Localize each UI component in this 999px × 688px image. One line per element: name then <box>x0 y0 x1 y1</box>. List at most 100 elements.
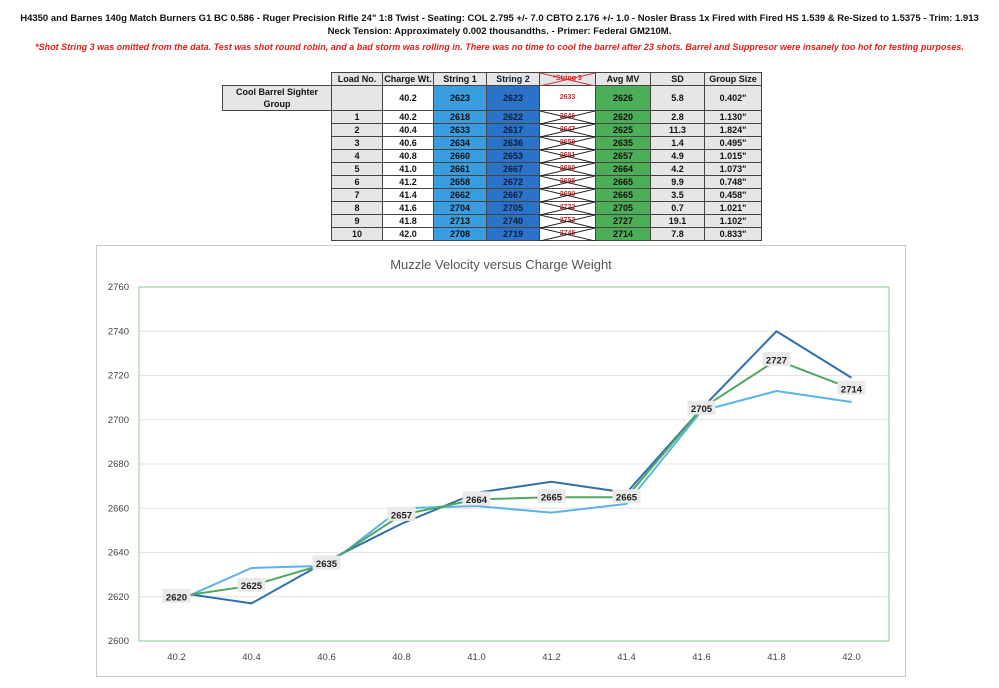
cell-text: 2740 <box>502 216 524 226</box>
cell-avg-mv: 2705 <box>595 201 651 215</box>
cell-string-3: 2690 <box>539 188 596 202</box>
cell-string-2: 2667 <box>486 188 540 202</box>
y-tick-label: 2600 <box>108 636 129 647</box>
cell-string-2: 2636 <box>486 136 540 150</box>
cell-charge-wt: 42.0 <box>382 227 434 241</box>
cell-text: 2704 <box>449 203 471 213</box>
cell-text: 0.458" <box>719 190 747 200</box>
x-tick-label: 41.4 <box>617 652 636 663</box>
velocity-chart: Muzzle Velocity versus Charge Weight 2600… <box>108 257 890 663</box>
cell-string-2: 2667 <box>486 162 540 176</box>
y-tick-label: 2660 <box>108 503 129 514</box>
cell-text: 1.130" <box>719 112 747 122</box>
y-tick-label: 2620 <box>108 592 129 603</box>
data-label-bg <box>612 489 641 504</box>
cell-text: 10 <box>351 229 362 239</box>
cell-text: Cool Barrel Sighter Group <box>235 87 318 109</box>
cell-group-size: 1.015" <box>704 149 762 163</box>
x-tick-label: 40.2 <box>167 652 186 663</box>
data-label-bg <box>312 555 341 570</box>
data-label: 2665 <box>541 493 563 504</box>
cell-text: 40.2 <box>399 93 417 103</box>
cell-text: 2618 <box>449 112 471 122</box>
cell-text: 4.9 <box>671 151 684 161</box>
cell-text: 11.3 <box>668 125 687 135</box>
cell-text: 1.015" <box>719 151 747 161</box>
cell-text: 2622 <box>502 112 524 122</box>
cell-charge-wt: 40.6 <box>382 136 434 150</box>
cell-text: 2713 <box>449 216 471 226</box>
data-label: 2625 <box>241 581 263 592</box>
col-header-avg-mv: Avg MV <box>595 72 651 86</box>
cell-load-no: 10 <box>331 227 383 241</box>
cell-string-3: 2681 <box>539 149 596 163</box>
table-row: Cool Barrel Sighter Group 40.2 2623 2623 263… <box>222 85 762 111</box>
cell-string-2: 2653 <box>486 149 540 163</box>
cell-text: 2708 <box>449 229 471 239</box>
plot-area-border <box>138 286 890 642</box>
cell-group-size: 0.833" <box>704 227 762 241</box>
cell-text: 2620 <box>612 112 634 122</box>
cell-load-no: 5 <box>331 162 383 176</box>
cell-string-1: 2633 <box>433 123 487 137</box>
cell-text: 2623 <box>502 93 524 103</box>
cell-group-size: 0.748" <box>704 175 762 189</box>
cell-text: 41.0 <box>399 164 417 174</box>
cell-string-1: 2713 <box>433 214 487 228</box>
load-data-table-container: Load No. Charge Wt. String 1 String 2 *S… <box>222 72 762 241</box>
cell-avg-mv: 2665 <box>595 188 651 202</box>
cell-text: 2623 <box>449 93 471 103</box>
cell-string-3: 2647 <box>539 123 596 137</box>
table-row: 8 41.6 2704 2705 2722 2705 0.7 1.021" <box>223 201 762 215</box>
x-tick-label: 40.8 <box>392 652 411 663</box>
cell-text: 2635 <box>612 138 634 148</box>
table-corner <box>223 73 332 86</box>
strike-cross-icon <box>540 163 595 176</box>
cell-group-size: 1.130" <box>704 110 762 124</box>
cell-avg-mv: 2635 <box>595 136 651 150</box>
table-row: 2 40.4 2633 2617 2647 2625 11.3 1.824" <box>223 123 762 137</box>
cell-charge-wt: 40.8 <box>382 149 434 163</box>
cell-string-3: 2633 <box>539 85 596 111</box>
cell-string-1: 2704 <box>433 201 487 215</box>
data-label-bg <box>537 489 566 504</box>
cell-text: 0.748" <box>719 177 747 187</box>
table-body: Cool Barrel Sighter Group 40.2 2623 2623 263… <box>222 85 762 241</box>
cell-text: 2 <box>354 125 360 135</box>
x-tick-label: 40.4 <box>242 652 261 663</box>
cell-text: 0.833" <box>719 229 747 239</box>
cell-text: 4.2 <box>671 164 684 174</box>
y-tick-label: 2680 <box>108 459 129 470</box>
cell-text: 2752 <box>559 217 576 224</box>
cell-charge-wt: 40.4 <box>382 123 434 137</box>
y-tick-label: 2720 <box>108 371 129 382</box>
cell-text: 2719 <box>502 229 524 239</box>
data-label-bg <box>462 491 491 506</box>
col-header-group-size: Group Size <box>704 72 762 86</box>
row-label-empty <box>223 228 332 241</box>
cell-sd: 2.8 <box>650 110 705 124</box>
cell-text: 2.8 <box>671 112 684 122</box>
cell-charge-wt: 41.0 <box>382 162 434 176</box>
cell-string-2: 2622 <box>486 110 540 124</box>
table-row: 7 41.4 2662 2667 2690 2665 3.5 0.458" <box>223 188 762 202</box>
table-row: 9 41.8 2713 2740 2752 2727 19.1 1.102" <box>223 214 762 228</box>
cell-text: 40.6 <box>399 138 417 148</box>
x-tick-label: 40.6 <box>317 652 336 663</box>
row-label-sighter: Cool Barrel Sighter Group <box>222 85 332 111</box>
data-label: 2714 <box>841 384 863 395</box>
cell-avg-mv: 2620 <box>595 110 651 124</box>
cell-text: 3 <box>354 138 360 148</box>
cell-text: 41.8 <box>399 216 417 226</box>
cell-text: 2625 <box>612 125 634 135</box>
cell-text: 41.4 <box>399 190 417 200</box>
cell-sd: 19.1 <box>650 214 705 228</box>
cell-text: 2664 <box>612 164 634 174</box>
cell-load-no: 7 <box>331 188 383 202</box>
cell-string-2: 2705 <box>486 201 540 215</box>
data-label-bg <box>687 400 716 415</box>
cell-string-1: 2623 <box>433 85 487 111</box>
data-label-bg <box>762 352 791 367</box>
cell-sd: 4.2 <box>650 162 705 176</box>
cell-text: 2657 <box>612 151 634 161</box>
